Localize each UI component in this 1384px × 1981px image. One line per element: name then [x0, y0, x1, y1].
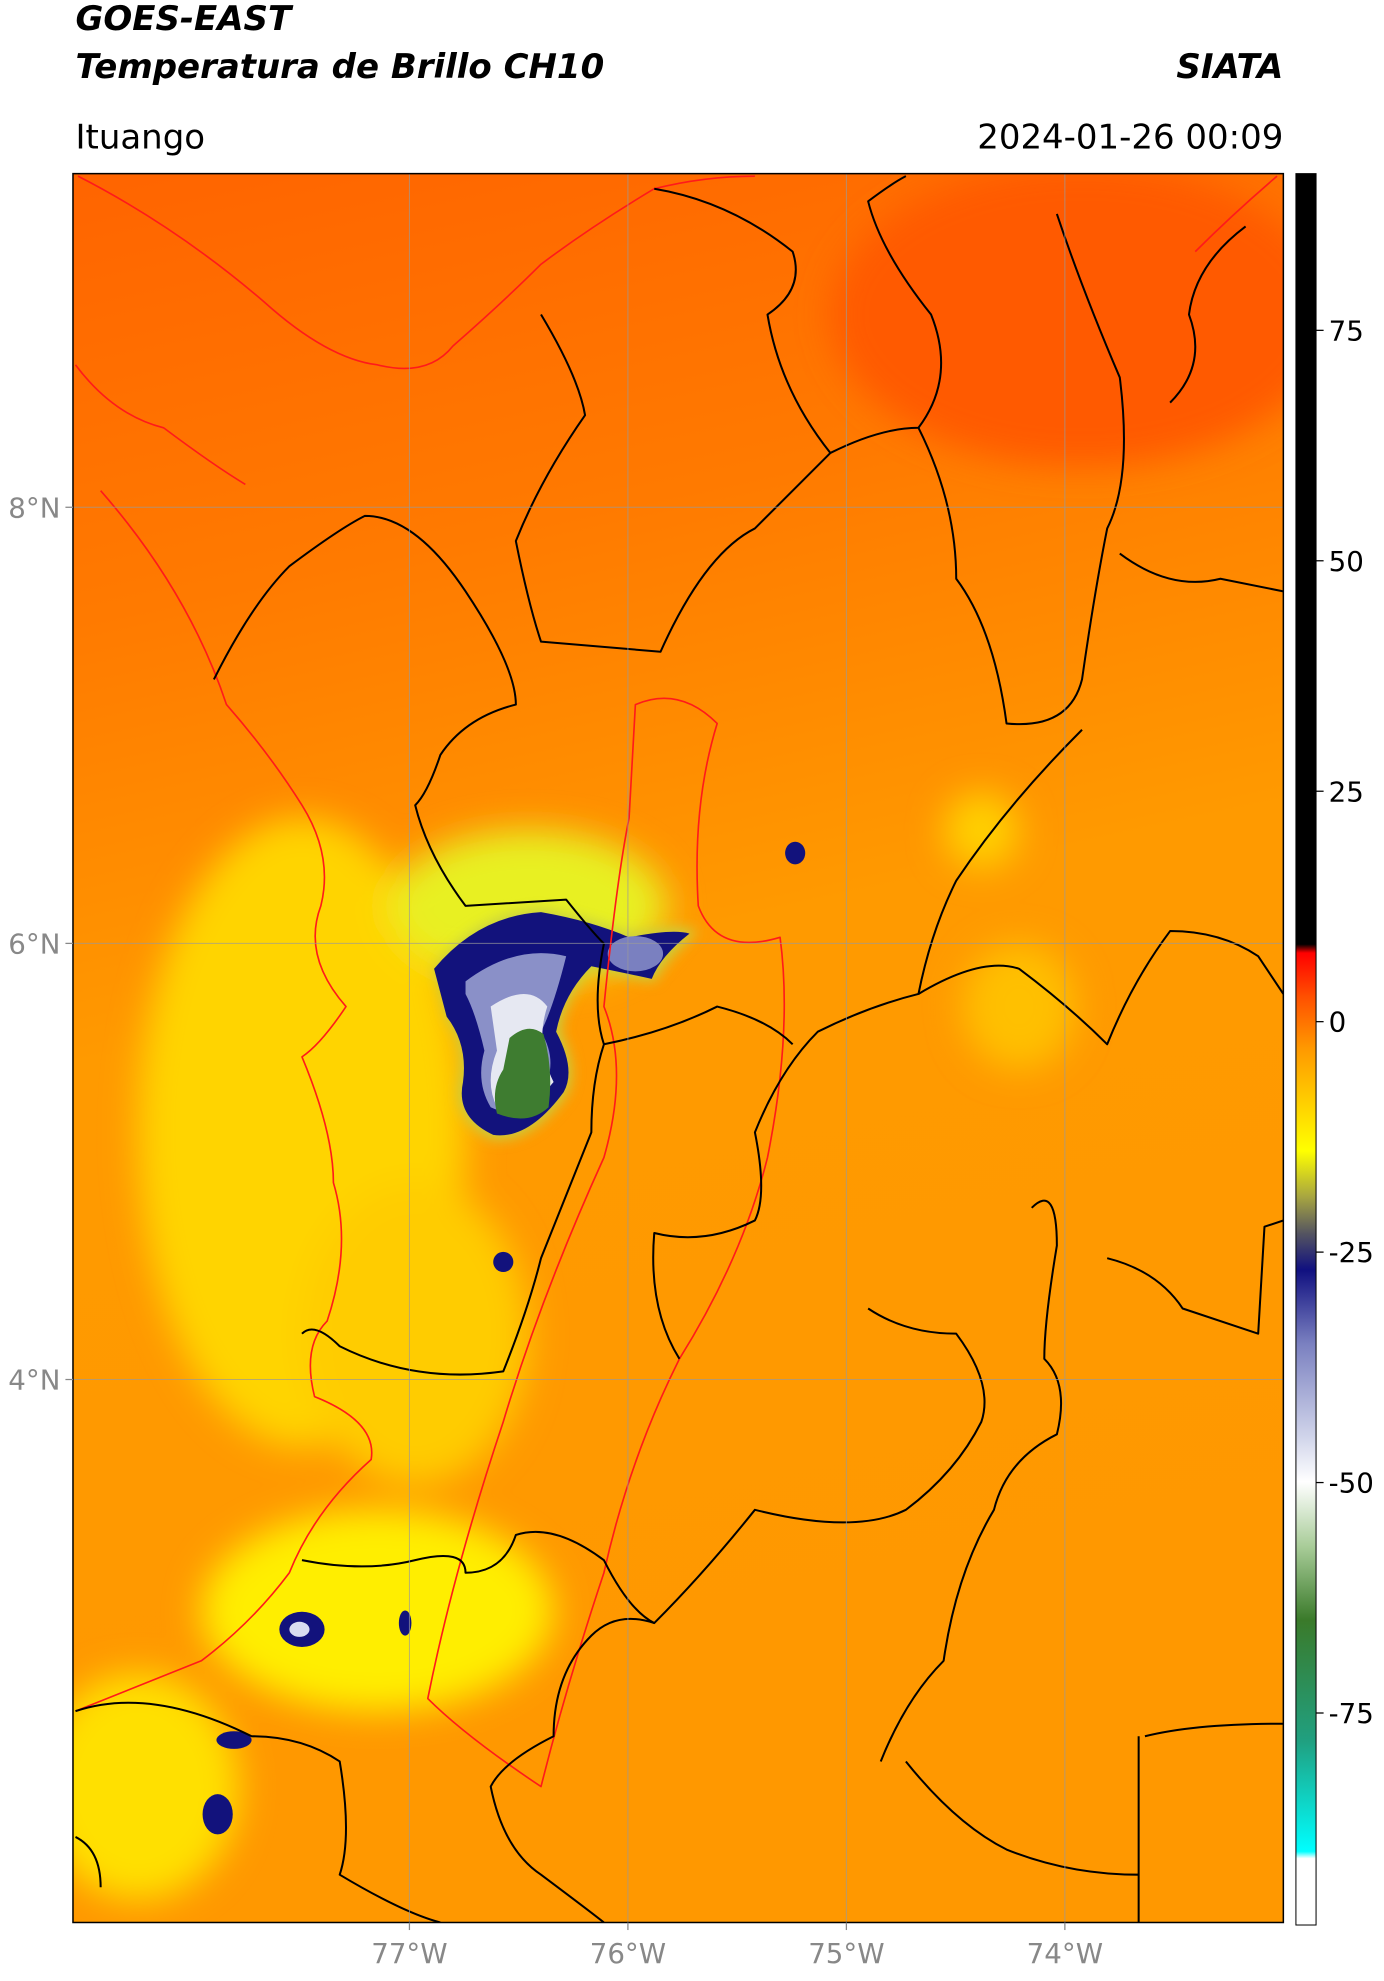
colorbar-tick-label: -75	[1329, 1697, 1374, 1730]
admin-borders	[75, 175, 1284, 1923]
colorbar-tick-label: 50	[1329, 545, 1364, 578]
colorbar	[1295, 173, 1317, 1926]
colorbar-tick-label: -25	[1329, 1236, 1374, 1269]
map-field	[72, 173, 1284, 1923]
coastline	[74, 175, 1278, 1788]
subtitle: Temperatura de Brillo CH10	[75, 47, 604, 87]
colorbar-ticks: 75 50 25 0 -25 -50 -75	[1316, 314, 1374, 1730]
brand: SIATA	[1176, 47, 1283, 87]
lat-tick-label: 6°N	[8, 927, 60, 960]
colorbar-tick-label: 75	[1329, 314, 1364, 347]
colorbar-tick-label: 25	[1329, 775, 1364, 808]
location: Ituango	[75, 117, 205, 157]
lon-tick-label: 74°W	[1027, 1937, 1103, 1970]
lat-tick-label: 4°N	[8, 1364, 60, 1397]
colorbar-tick-label: -50	[1329, 1467, 1374, 1500]
warm-zones	[72, 173, 1284, 1900]
lon-tick-label: 75°W	[808, 1937, 884, 1970]
datetime: 2024-01-26 00:09	[977, 117, 1283, 157]
map-labels: 77°W 76°W 75°W 74°W 8°N 6°N 4°N	[8, 491, 1103, 1969]
graticule	[72, 173, 1284, 1923]
lat-tick-label: 8°N	[8, 491, 60, 524]
title: GOES-EAST	[75, 0, 293, 39]
lon-tick-label: 77°W	[371, 1937, 447, 1970]
map-frame	[72, 172, 1285, 1924]
lon-tick-label: 76°W	[590, 1937, 666, 1970]
cloud-cluster	[202, 841, 806, 1835]
colorbar-tick-label: 0	[1329, 1006, 1347, 1039]
